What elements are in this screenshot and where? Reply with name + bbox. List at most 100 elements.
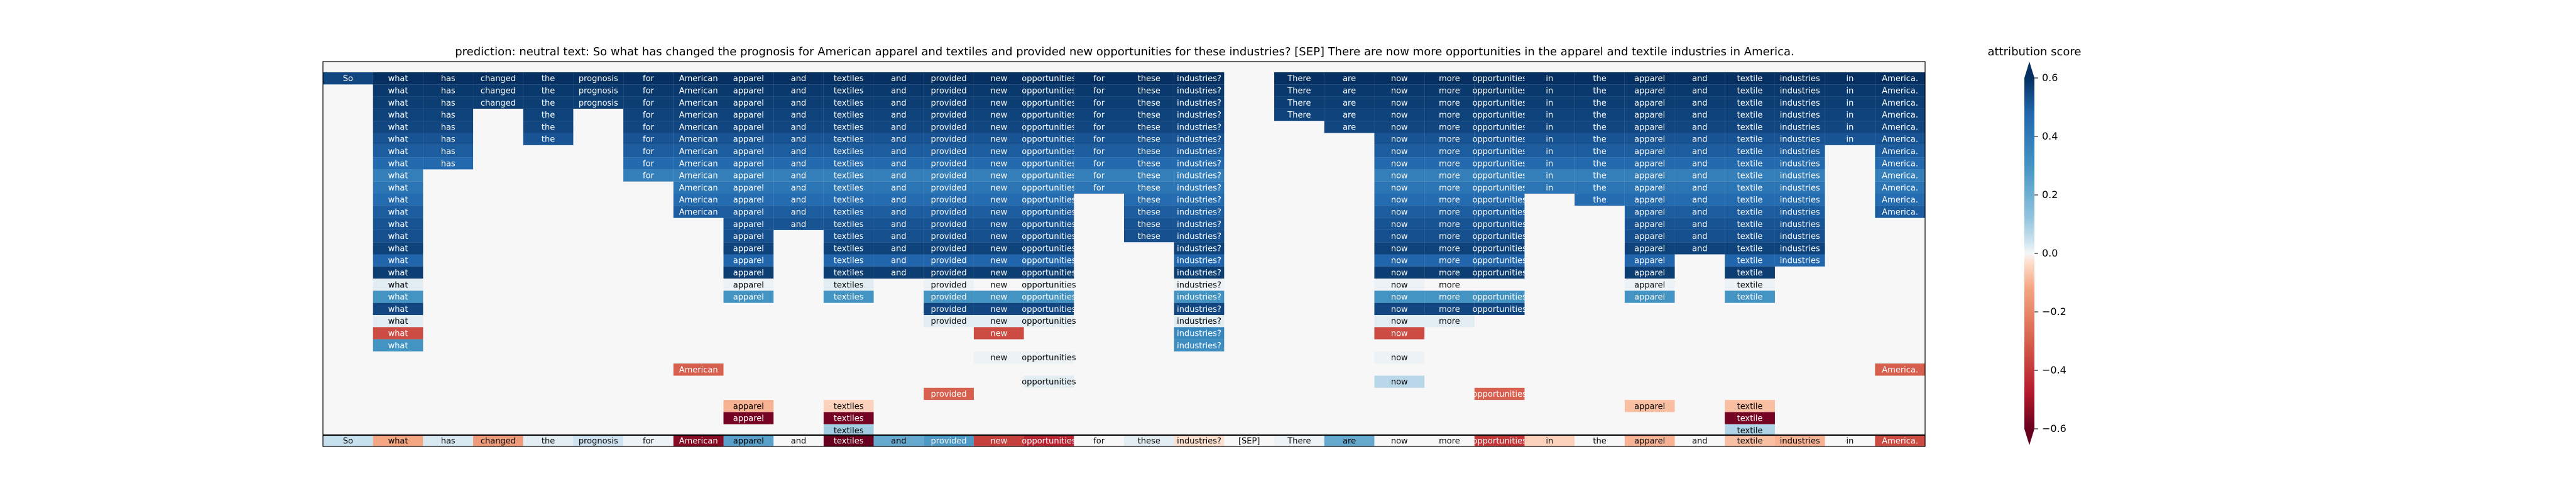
heatmap-cell-r17-c26-rect [1624,279,1675,291]
heatmap-cell-r13-c22-rect [1424,229,1475,243]
heatmap-cell-r1-c17: industries? [1174,84,1225,97]
heatmap-cell-r6-c14-label: opportunities [1022,147,1076,157]
heatmap-cell-r8-c15-label: for [1093,172,1105,181]
heatmap-cell-r7-c26: apparel [1624,157,1675,170]
heatmap-cell-r5-c11-label: and [891,135,906,145]
heatmap-cell-r5-c9-rect [773,133,824,145]
colorbar-tick-label-6: −0.6 [2042,423,2066,434]
heatmap-cell-r11-c16: these [1124,206,1174,218]
heatmap-cell-r4-c20-label: are [1343,123,1356,132]
token-score-cell-26-label: apparel [1634,437,1665,446]
heatmap-cell-r1-c8-rect [723,84,774,97]
heatmap-cell-r4-c9-label: and [791,123,806,132]
heatmap-cell-r10-c23-rect [1474,194,1525,206]
heatmap-cell-r11-c9-rect [773,206,824,218]
heatmap-cell-r0-c26-rect [1624,72,1675,85]
heatmap-cell-r7-c23: opportunities [1472,157,1527,170]
heatmap-cell-r3-c8: apparel [723,108,774,121]
heatmap-cell-r26-c12: provided [924,387,974,401]
heatmap-cell-r1-c28-rect [1725,84,1775,97]
token-score-cell-14-label: opportunities [1022,437,1076,446]
heatmap-cell-r2-c31-rect [1875,96,1925,109]
heatmap-cell-r9-c28: textile [1725,181,1775,194]
heatmap-cell-r5-c1: what [373,133,423,145]
heatmap-cell-r1-c19: There [1274,84,1324,97]
heatmap-cell-r14-c28-rect [1725,242,1775,255]
heatmap-cell-r19-c13: new [973,302,1024,315]
heatmap-cell-r14-c10-label: textiles [834,244,864,253]
heatmap-cell-r15-c17-rect [1174,254,1225,267]
heatmap-cell-r13-c14-rect [1023,229,1074,243]
heatmap-cell-r13-c29: industries [1774,229,1825,243]
token-score-cell-20-label: are [1343,437,1356,446]
heatmap-cell-r15-c21-rect [1374,254,1425,267]
heatmap-cell-r10-c14: opportunities [1022,194,1076,206]
heatmap-cell-r3-c23: opportunities [1472,108,1527,121]
heatmap-cell-r16-c13-label: new [990,268,1007,278]
heatmap-cell-r17-c8-rect [723,279,774,291]
heatmap-cell-r18-c28-label: textile [1737,293,1763,302]
heatmap-cell-r7-c9-rect [773,157,824,170]
heatmap-cell-r11-c13: new [973,206,1024,218]
heatmap-cell-r8-c17-rect [1174,169,1225,182]
heatmap-cell-r8-c23: opportunities [1472,169,1527,182]
heatmap-cell-r8-c10-rect [823,169,874,182]
heatmap-cell-r9-c26-label: apparel [1634,184,1665,193]
token-score-cell-2: has [423,435,474,446]
heatmap-cell-r1-c16-rect [1124,84,1174,97]
heatmap-cell-r18-c22-rect [1424,290,1475,303]
heatmap-cell-r2-c22-rect [1424,96,1475,109]
heatmap-cell-r21-c21-label: now [1391,329,1408,338]
heatmap-cell-r14-c1-rect [373,242,423,255]
heatmap-cell-r3-c28-label: textile [1737,111,1763,120]
token-score-cell-12-label: provided [931,437,967,446]
heatmap-cell-r5-c29-rect [1774,133,1825,145]
heatmap-cell-r1-c13-label: new [990,86,1007,96]
heatmap-cell-r5-c21: now [1374,133,1425,145]
heatmap-cell-r16-c17-rect [1174,266,1225,279]
heatmap-cell-r1-c23-rect [1474,84,1525,97]
token-score-cell-27: and [1692,437,1707,446]
heatmap-cell-r28-c8-label: apparel [733,414,764,424]
heatmap-cell-r12-c10: textiles [823,218,874,230]
heatmap-cell-r16-c10-label: textiles [834,268,864,278]
heatmap-cell-r19-c21: now [1374,302,1425,315]
heatmap-cell-r5-c8-rect [723,133,774,145]
heatmap-cell-r12-c21: now [1374,218,1425,230]
heatmap-cell-r2-c7-rect [673,96,724,109]
heatmap-cell-r7-c10-label: textiles [834,159,864,169]
heatmap-cell-r6-c25: the [1575,145,1625,158]
heatmap-cell-r8-c27: and [1674,169,1725,182]
heatmap-cell-r2-c6: for [623,96,674,109]
heatmap-cell-r2-c4-rect [523,96,574,109]
heatmap-cell-r7-c10-rect [823,157,874,170]
heatmap-cell-r3-c1-label: what [388,111,408,120]
heatmap-cell-r1-c25-rect [1575,84,1625,97]
heatmap-cell-r8-c24: in [1524,169,1575,182]
heatmap-cell-r2-c14: opportunities [1022,96,1076,109]
heatmap-cell-r0-c28: textile [1725,72,1775,85]
heatmap-cell-r13-c14-label: opportunities [1022,232,1076,241]
heatmap-cell-r3-c4: the [523,108,574,121]
heatmap-cell-r9-c25-label: the [1593,184,1606,193]
heatmap-cell-r0-c19-label: There [1287,74,1311,84]
heatmap-cell-r14-c13-label: new [990,244,1007,253]
heatmap-cell-r9-c15: for [1074,181,1124,194]
heatmap-cell-r12-c16-rect [1124,218,1174,230]
token-score-cell-4-label: the [542,437,555,446]
heatmap-cell-r3-c21-label: now [1391,111,1408,120]
heatmap-cell-r2-c26-label: apparel [1634,99,1665,108]
heatmap-cell-r3-c30-rect [1825,108,1875,121]
heatmap-cell-r11-c8: apparel [723,206,774,218]
heatmap-cell-r2-c24: in [1524,96,1575,109]
heatmap-cell-r26-c12-rect [924,387,974,401]
heatmap-cell-r6-c14: opportunities [1022,145,1076,158]
heatmap-cell-r0-c2: has [423,72,474,85]
token-score-cell-28-rect [1725,435,1775,446]
heatmap-cell-r19-c1-label: what [388,305,408,314]
heatmap-cell-r4-c21-rect [1374,121,1425,133]
heatmap-cell-r5-c12-rect [924,133,974,145]
heatmap-cell-r9-c9: and [773,181,824,194]
heatmap-cell-r11-c1: what [373,206,423,218]
